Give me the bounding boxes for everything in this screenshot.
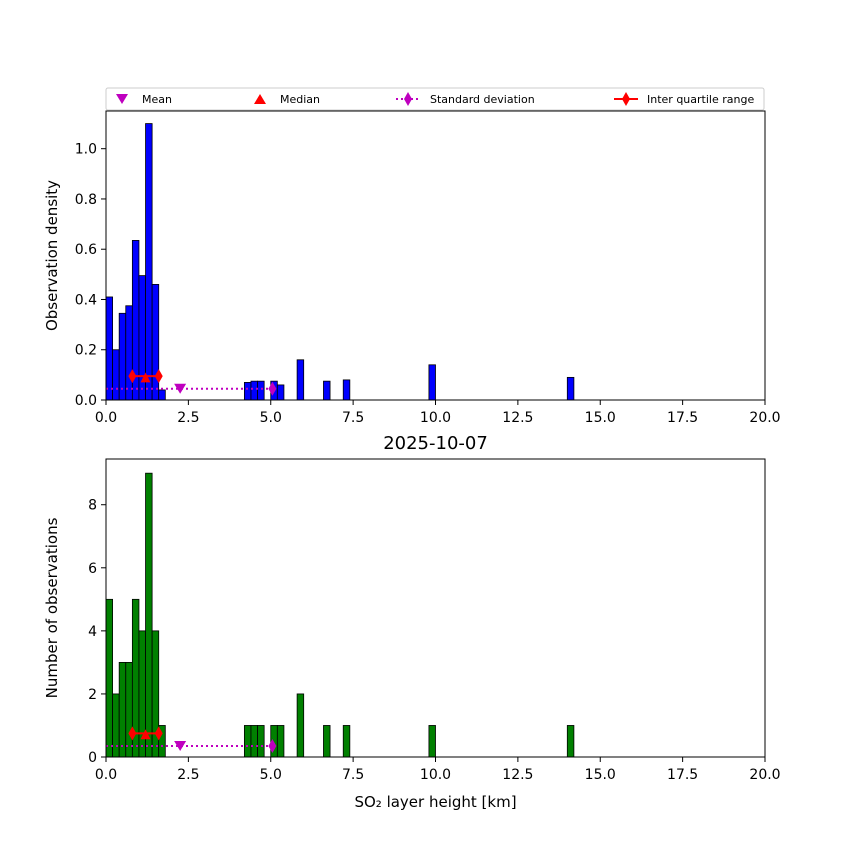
density-bar-15 xyxy=(323,380,331,401)
count-x-tick-label: 15.0 xyxy=(585,767,616,783)
density-bar-1 xyxy=(112,349,120,401)
density-bar-6 xyxy=(145,123,153,401)
density-x-tick-label: 17.5 xyxy=(667,410,698,426)
count-bar-6 xyxy=(145,472,153,758)
count-bars xyxy=(105,472,575,758)
density-y-tick-label: 0.4 xyxy=(75,292,97,308)
count-chart-title: 2025-10-07 xyxy=(383,433,488,454)
density-iqr-low-diamond-icon xyxy=(128,369,137,384)
legend-item-mean: Mean xyxy=(116,93,172,106)
count-bar-1 xyxy=(112,693,120,758)
density-x-tick-label: 2.5 xyxy=(177,410,199,426)
density-bar-3 xyxy=(125,305,133,401)
count-x-axis-label: SO₂ layer height [km] xyxy=(354,793,516,811)
count-bar-9 xyxy=(243,725,252,758)
legend-label-median: Median xyxy=(280,93,320,106)
count-bar-14 xyxy=(296,693,305,758)
count-bar-0 xyxy=(105,598,113,758)
density-bar-16 xyxy=(342,379,351,401)
mean-marker-icon xyxy=(116,94,128,104)
density-bar-9 xyxy=(243,382,252,401)
count-x-tick-label: 5.0 xyxy=(260,767,282,783)
density-x-tick-label: 15.0 xyxy=(585,410,616,426)
legend-item-std: Standard deviation xyxy=(396,92,535,106)
density-bar-7 xyxy=(151,283,160,401)
legend-label-mean: Mean xyxy=(142,93,172,106)
density-median-marker-icon xyxy=(140,372,151,383)
density-x-ticks: 0.0 2.5 5.0 7.5 10.0 12.5 15.0 17.5 20.0 xyxy=(95,400,781,426)
count-bar-2 xyxy=(118,661,127,758)
density-y-ticks: 0.0 0.2 0.4 0.6 0.8 1.0 xyxy=(75,142,106,409)
density-bar-2 xyxy=(118,312,127,401)
median-marker-icon xyxy=(254,94,266,104)
count-y-axis-label: Number of observations xyxy=(43,517,61,698)
density-x-tick-label: 20.0 xyxy=(749,410,780,426)
density-bar-10 xyxy=(250,380,258,401)
density-bar-14 xyxy=(296,359,305,401)
density-iqr-high-diamond-icon xyxy=(154,369,163,384)
count-bar-3 xyxy=(125,661,133,758)
density-mean-marker-icon xyxy=(174,383,187,394)
density-y-tick-label: 1.0 xyxy=(75,142,97,158)
density-y-tick-label: 0.0 xyxy=(75,393,97,409)
count-iqr-low-diamond-icon xyxy=(128,726,137,741)
count-bar-16 xyxy=(342,725,351,758)
count-y-tick-label: 8 xyxy=(88,498,97,514)
density-y-tick-label: 0.8 xyxy=(75,192,97,208)
count-x-ticks: 0.0 2.5 5.0 7.5 10.0 12.5 15.0 17.5 20.0 xyxy=(95,757,781,783)
count-y-tick-label: 4 xyxy=(88,624,97,640)
count-bar-10 xyxy=(250,725,258,758)
count-iqr-high-diamond-icon xyxy=(154,726,163,741)
density-x-tick-label: 12.5 xyxy=(502,410,533,426)
legend-item-median: Median xyxy=(254,93,320,106)
density-y-tick-label: 0.2 xyxy=(75,343,97,359)
legend-item-iqr: Inter quartile range xyxy=(614,92,754,106)
count-histogram-panel: 2025-10-07 0.0 2.5 5.0 7.5 10.0 12.5 15.0 17.5 2… xyxy=(43,433,781,811)
count-bar-13 xyxy=(276,725,285,758)
density-bar-17 xyxy=(428,364,436,401)
density-bar-13 xyxy=(276,384,285,401)
count-x-tick-label: 2.5 xyxy=(177,767,199,783)
density-y-tick-label: 0.6 xyxy=(75,242,97,258)
density-std-diamond-icon xyxy=(268,381,277,396)
density-x-tick-label: 0.0 xyxy=(95,410,117,426)
legend-label-std: Standard deviation xyxy=(430,93,535,106)
density-bar-0 xyxy=(105,296,113,401)
count-bar-11 xyxy=(257,725,265,758)
count-y-tick-label: 2 xyxy=(88,687,97,703)
diamond-marker-icon xyxy=(404,92,412,106)
count-bar-18 xyxy=(566,725,575,758)
count-y-tick-label: 0 xyxy=(88,750,97,766)
density-x-tick-label: 5.0 xyxy=(260,410,282,426)
density-bar-8 xyxy=(158,389,166,401)
density-bar-11 xyxy=(257,380,265,401)
count-y-ticks: 0 2 4 6 8 xyxy=(88,498,106,766)
legend-label-iqr: Inter quartile range xyxy=(647,93,754,106)
count-x-tick-label: 7.5 xyxy=(342,767,364,783)
density-y-axis-label: Observation density xyxy=(43,180,61,331)
legend: Mean Median Standard deviation Inter qua… xyxy=(105,87,765,111)
count-std-diamond-icon xyxy=(268,738,277,753)
count-median-marker-icon xyxy=(140,729,151,740)
density-bar-18 xyxy=(566,376,575,401)
count-mean-marker-icon xyxy=(174,740,187,751)
density-histogram-panel: 0.0 2.5 5.0 7.5 10.0 12.5 15.0 17.5 20.0 0.00.20… xyxy=(43,110,781,426)
count-bar-17 xyxy=(428,725,436,758)
count-x-tick-label: 20.0 xyxy=(749,767,780,783)
count-y-tick-label: 6 xyxy=(88,561,97,577)
count-x-tick-label: 17.5 xyxy=(667,767,698,783)
count-bar-15 xyxy=(323,725,331,758)
count-x-tick-label: 12.5 xyxy=(502,767,533,783)
count-x-tick-label: 0.0 xyxy=(95,767,117,783)
diamond-marker-icon xyxy=(622,92,630,106)
count-x-tick-label: 10.0 xyxy=(420,767,451,783)
density-x-tick-label: 7.5 xyxy=(342,410,364,426)
density-x-tick-label: 10.0 xyxy=(420,410,451,426)
count-stat-markers xyxy=(106,726,277,753)
density-stat-markers xyxy=(106,369,277,396)
